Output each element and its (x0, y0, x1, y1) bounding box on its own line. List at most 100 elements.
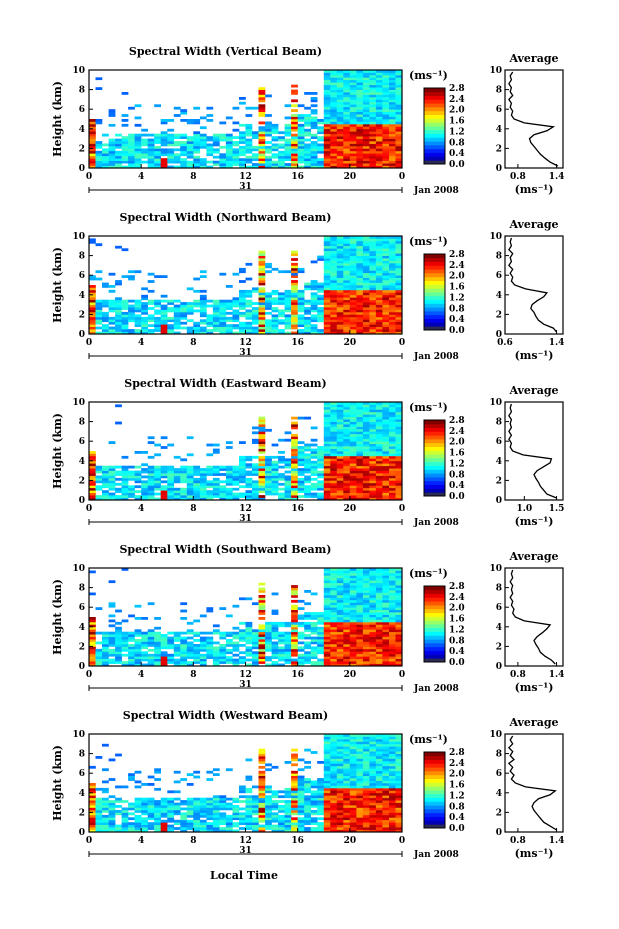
heatmap-cell (356, 245, 364, 249)
heatmap-cell (343, 416, 351, 420)
heatmap-cell (304, 446, 311, 449)
heatmap-cell (369, 631, 377, 635)
heatmap-cell (382, 617, 390, 620)
heatmap-cell (291, 314, 298, 318)
heatmap-cell (356, 572, 364, 576)
heatmap-cell (239, 270, 246, 274)
heatmap-cell (115, 812, 122, 816)
heatmap-cell (395, 414, 403, 418)
heatmap-cell (323, 653, 331, 657)
heatmap-cell (349, 138, 357, 142)
heatmap-cell (336, 89, 344, 93)
heatmap-cell (245, 465, 253, 469)
heatmap-cell (180, 311, 188, 315)
heatmap-cell (330, 236, 338, 239)
heatmap-cell (297, 126, 305, 130)
heatmap-cell (154, 492, 161, 496)
heatmap-cell (395, 297, 403, 301)
heatmap-cell (225, 446, 233, 449)
heatmap-cell (121, 480, 129, 484)
x-tick-label: 0 (399, 172, 405, 182)
heatmap-cell (271, 475, 279, 479)
heatmap-cell (154, 822, 161, 825)
heatmap-cell (186, 621, 194, 625)
heatmap-cell (147, 797, 155, 801)
heatmap-cell (362, 480, 370, 484)
heatmap-cell (271, 138, 279, 142)
heatmap-cell (336, 155, 344, 159)
heatmap-cell (206, 609, 214, 613)
heatmap-cell (395, 614, 403, 618)
colorbar-band (424, 420, 445, 425)
heatmap-cell (389, 97, 396, 100)
heatmap-cell (180, 480, 188, 484)
heatmap-cell (389, 126, 396, 130)
heatmap-cell (375, 265, 383, 269)
heatmap-cell (160, 810, 168, 813)
heatmap-cell (310, 641, 318, 645)
heatmap-cell (291, 297, 298, 301)
heatmap-cell (180, 802, 188, 806)
heatmap-cell (369, 143, 377, 147)
heatmap-cell (349, 238, 357, 242)
heatmap-cell (369, 428, 377, 432)
heatmap-cell (239, 289, 246, 293)
heatmap-cell (160, 646, 168, 650)
heatmap-cell (225, 802, 233, 806)
heatmap-cell (115, 329, 122, 332)
heatmap-cell (128, 475, 135, 479)
heatmap-cell (265, 475, 272, 479)
heatmap-cell (258, 277, 266, 281)
heatmap-cell (265, 319, 272, 323)
heatmap-cell (160, 158, 168, 161)
heatmap-cell (258, 819, 266, 823)
heatmap-cell (336, 329, 344, 332)
heatmap-cell (395, 79, 403, 83)
colorbar-tick-label: 0.0 (449, 492, 465, 502)
heatmap-cell (291, 807, 298, 811)
heatmap-cell (389, 441, 396, 444)
profile-y-label: 6 (496, 271, 502, 281)
heatmap-cell (336, 661, 344, 664)
heatmap-cell (349, 590, 357, 593)
heatmap-cell (343, 121, 351, 125)
heatmap-cell (336, 663, 344, 667)
heatmap-cell (382, 485, 390, 489)
heatmap-cell (375, 89, 383, 93)
heatmap-cell (395, 658, 403, 662)
heatmap-cell (258, 817, 266, 821)
heatmap-cell (284, 495, 292, 498)
heatmap-cell (356, 70, 364, 73)
heatmap-cell (258, 316, 266, 320)
heatmap-cell (336, 438, 344, 442)
x-tick-label: 12 (239, 670, 252, 680)
heatmap-cell (369, 465, 377, 469)
heatmap-cell (115, 805, 122, 808)
heatmap-cell (317, 150, 324, 154)
heatmap-cell (147, 163, 155, 166)
heatmap-cell (265, 94, 272, 98)
heatmap-cell (291, 468, 298, 471)
heatmap-cell (147, 148, 155, 152)
heatmap-cell (134, 807, 142, 811)
heatmap-cell (336, 495, 344, 498)
heatmap-cell (356, 631, 364, 635)
heatmap-cell (356, 97, 364, 100)
heatmap-cell (330, 626, 338, 630)
heatmap-cell (382, 109, 390, 112)
heatmap-cell (121, 497, 129, 501)
heatmap-cell (323, 441, 331, 444)
heatmap-cell (252, 800, 259, 803)
heatmap-cell (258, 428, 266, 432)
heatmap-cell (193, 148, 201, 152)
heatmap-cell (199, 321, 207, 325)
heatmap-cell (258, 587, 266, 591)
heatmap-cell (317, 641, 324, 645)
heatmap-cell (232, 314, 240, 318)
heatmap-cell (271, 487, 279, 491)
heatmap-cell (375, 602, 383, 606)
heatmap-cell (167, 810, 175, 813)
heatmap-cell (258, 92, 266, 95)
heatmap-cell (225, 143, 233, 147)
y-tick-label: 8 (79, 418, 85, 428)
